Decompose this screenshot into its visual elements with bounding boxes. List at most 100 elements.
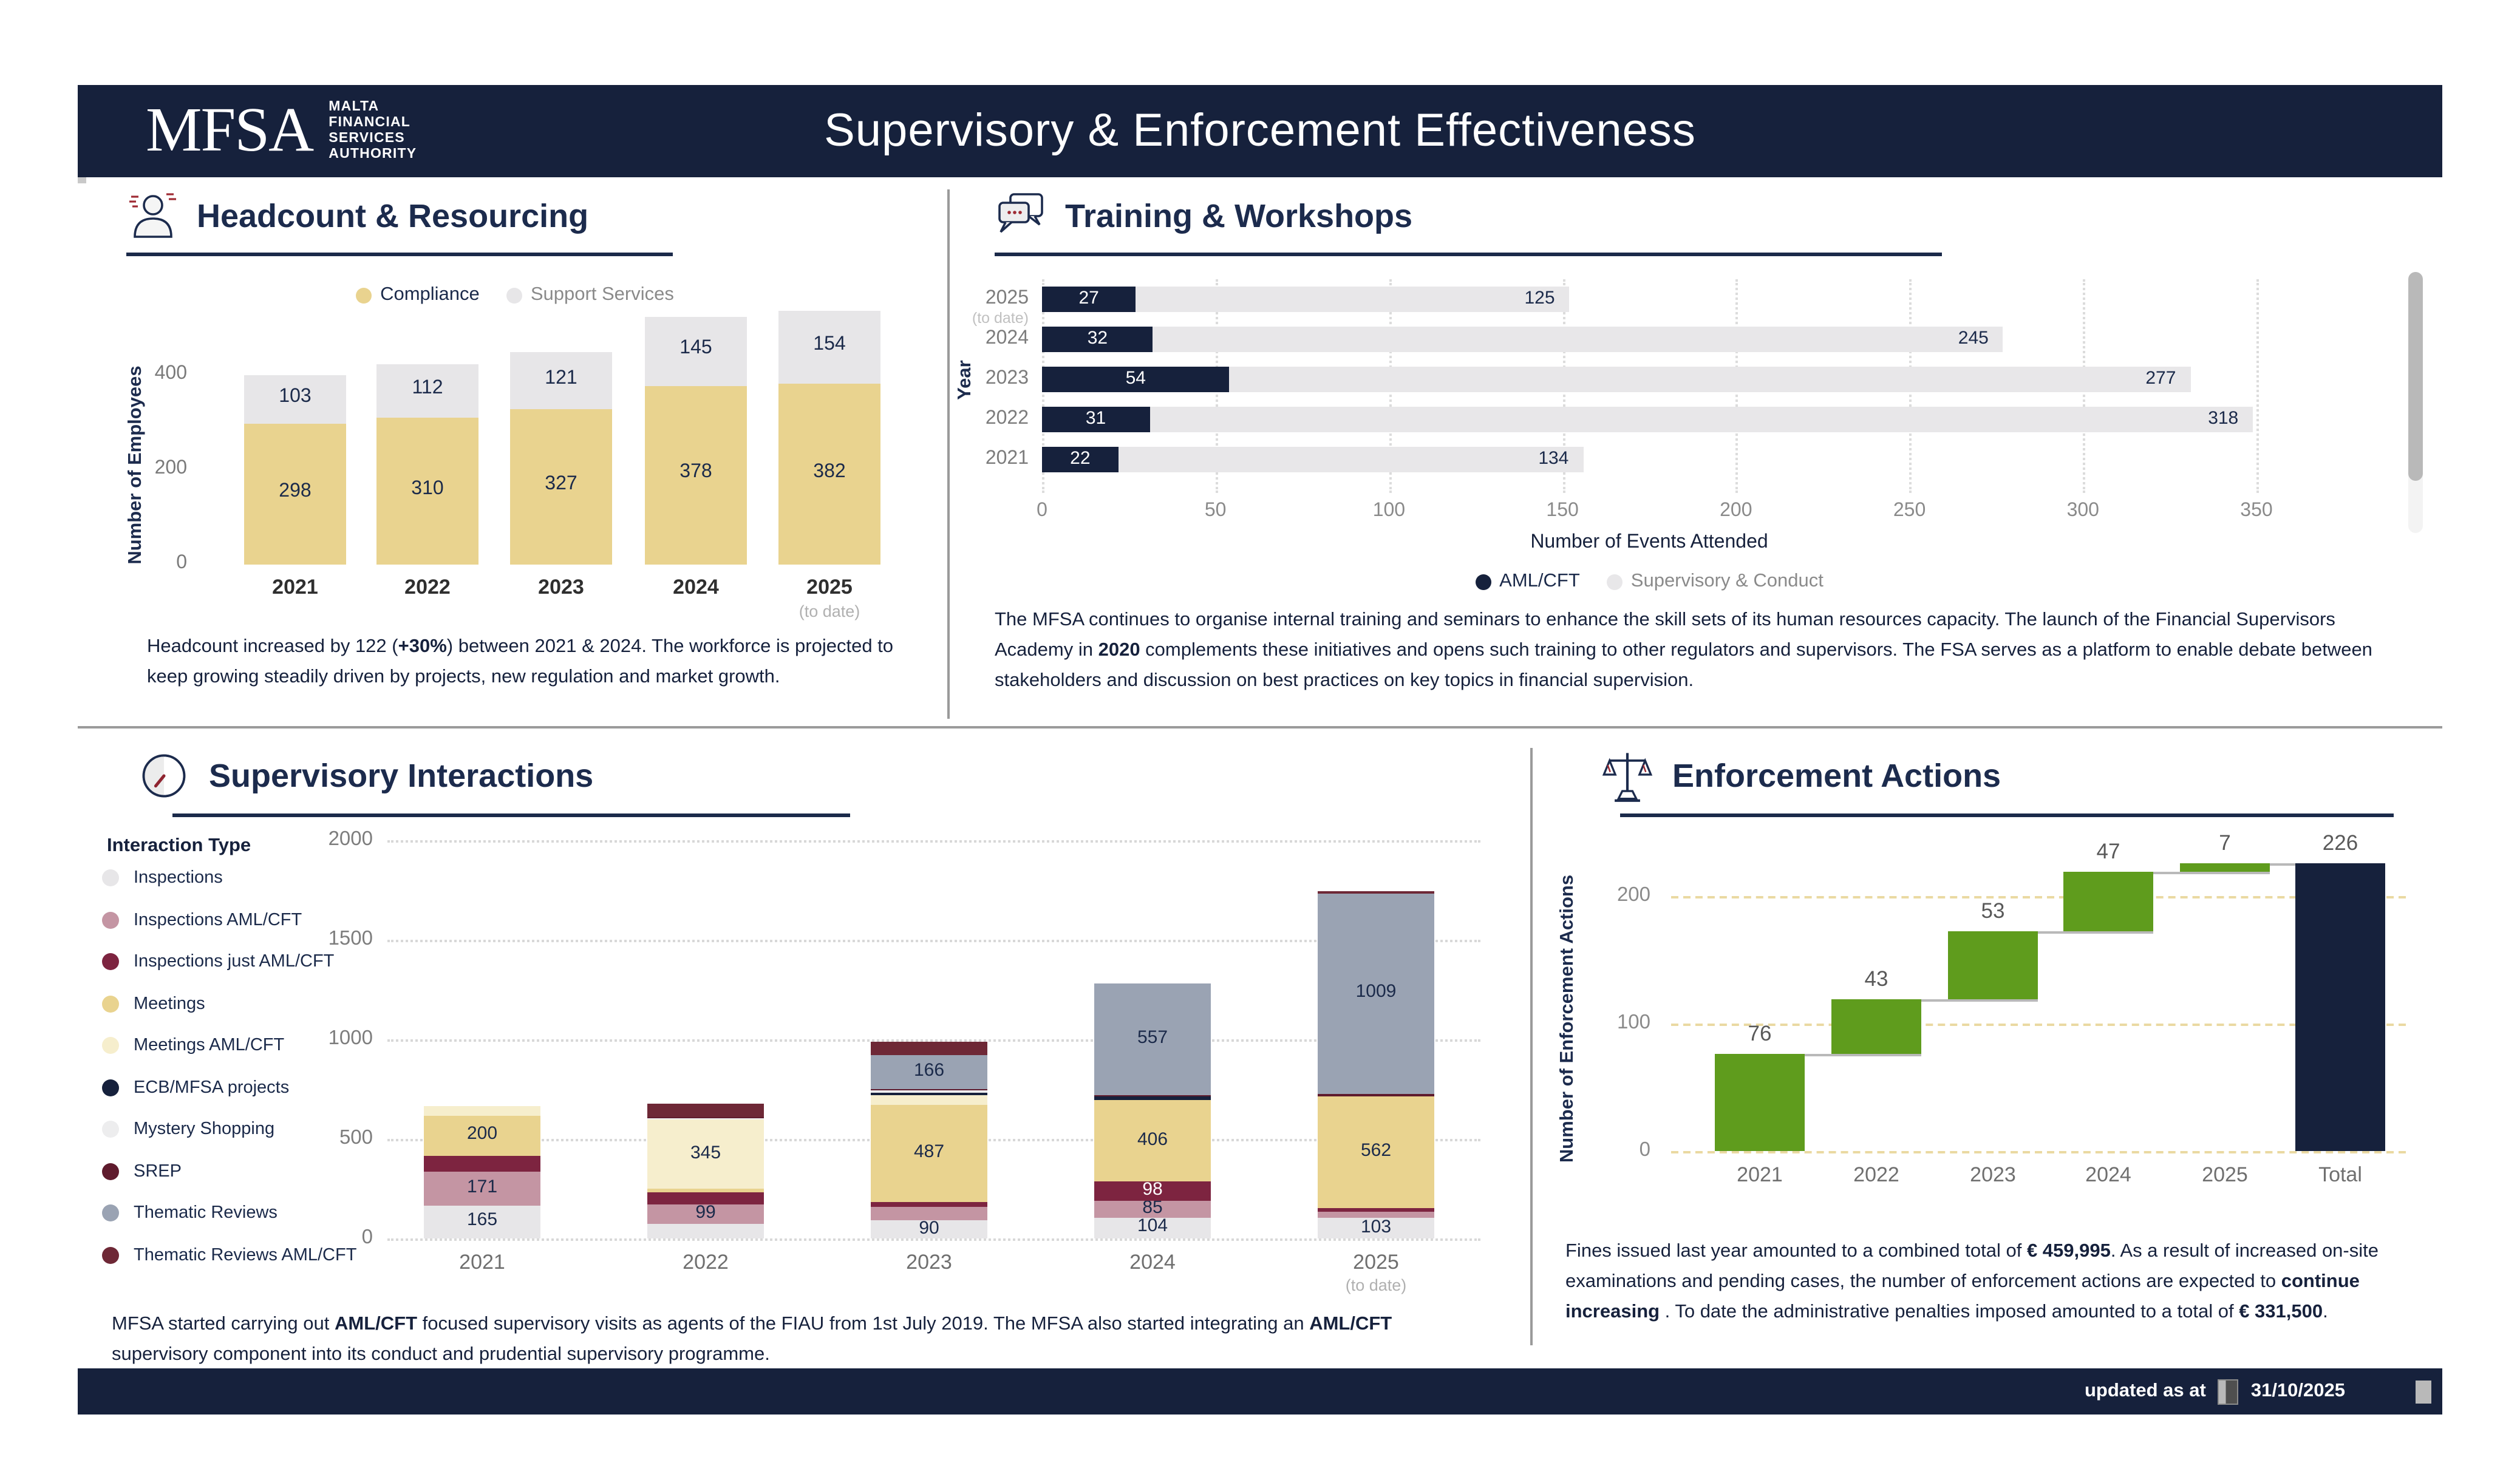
bar-segment[interactable] <box>1094 1095 1211 1097</box>
bar-segment[interactable]: 54 <box>1042 367 1230 392</box>
enforcement-chart: 0 100 200 76 2021 43 2022 53 2023 47 2024 7 2025 226 T… <box>1531 728 2442 1368</box>
bar-segment[interactable]: 112 <box>376 364 478 418</box>
bar-segment[interactable] <box>647 1103 764 1118</box>
bar-segment[interactable] <box>647 1118 764 1120</box>
title-underline <box>126 253 673 256</box>
panel-title: Enforcement Actions <box>1672 757 2001 793</box>
legend-item-compliance[interactable]: Compliance <box>356 284 480 306</box>
bar-segment[interactable] <box>1318 891 1434 894</box>
legend-item-inspections[interactable]: Inspections <box>102 868 223 888</box>
bar-value-label: 121 <box>545 367 577 389</box>
bar-segment[interactable]: 487 <box>871 1104 987 1202</box>
scrollbar-corner[interactable] <box>2416 1380 2431 1403</box>
divider-horizontal <box>78 726 2442 728</box>
panel-title: Headcount & Resourcing <box>197 197 589 234</box>
bar-segment[interactable]: 318 <box>1149 407 2253 432</box>
interactions-note: MFSA started carrying out AML/CFT focuse… <box>112 1314 1392 1365</box>
x-category-label: 2024 <box>1129 1251 1176 1274</box>
bar-segment[interactable]: 154 <box>778 310 880 384</box>
bar-segment[interactable]: 298 <box>244 423 346 565</box>
bar-segment[interactable]: 378 <box>645 385 747 565</box>
waterfall-bar[interactable] <box>2295 863 2385 1151</box>
bar-segment[interactable] <box>871 1201 987 1207</box>
bar-segment[interactable]: 104 <box>1094 1216 1211 1238</box>
bar-segment[interactable]: 27 <box>1042 287 1136 312</box>
bar-value-label: 406 <box>1137 1129 1168 1150</box>
bar-segment[interactable] <box>1318 1207 1434 1212</box>
bar-segment[interactable]: 1009 <box>1318 893 1434 1095</box>
x-tick-label: 50 <box>1204 500 1227 521</box>
y-tick-label: 200 <box>1616 884 1650 906</box>
legend-item-aml-cft[interactable]: AML/CFT <box>1475 571 1580 593</box>
bar-segment[interactable]: 166 <box>871 1055 987 1089</box>
bar-segment[interactable] <box>647 1192 764 1204</box>
legend-item-mystery-shopping[interactable]: Mystery Shopping <box>102 1119 274 1139</box>
bar-segment[interactable]: 22 <box>1042 447 1119 472</box>
bar-segment[interactable]: 327 <box>510 409 612 565</box>
bar-segment[interactable]: 557 <box>1094 983 1211 1095</box>
bar-value-label: 99 <box>695 1202 716 1223</box>
legend-item-support-services[interactable]: Support Services <box>506 284 674 306</box>
legend-item-meetings-aml-cft[interactable]: Meetings AML/CFT <box>102 1036 284 1055</box>
bar-segment[interactable]: 125 <box>1136 287 1570 312</box>
bar-segment[interactable]: 32 <box>1042 327 1153 352</box>
legend-item-meetings[interactable]: Meetings <box>102 994 205 1013</box>
bar-segment[interactable] <box>871 1207 987 1221</box>
bar-segment[interactable]: 277 <box>1229 367 2191 392</box>
bar-segment[interactable]: 134 <box>1118 447 1584 472</box>
bar-segment[interactable] <box>424 1155 540 1172</box>
waterfall-bar[interactable] <box>1948 931 2038 1000</box>
bar-segment[interactable]: 245 <box>1153 327 2003 352</box>
y-tick-label: 500 <box>339 1127 373 1149</box>
legend-item-inspections-just-aml-cft[interactable]: Inspections just AML/CFT <box>102 952 334 971</box>
bar-segment[interactable]: 99 <box>647 1202 764 1224</box>
scrollbar-thumb[interactable] <box>2408 272 2423 481</box>
waterfall-bar[interactable] <box>1715 1054 1805 1151</box>
panel-enforcement: Enforcement Actions Number of Enforcemen… <box>1531 728 2442 1368</box>
bar-segment[interactable]: 121 <box>510 352 612 410</box>
legend-item-ecb-mfsa-projects[interactable]: ECB/MFSA projects <box>102 1078 289 1097</box>
bar-segment[interactable]: 310 <box>376 418 478 565</box>
bar-segment[interactable]: 145 <box>645 317 747 386</box>
bar-segment[interactable] <box>647 1188 764 1192</box>
bar-segment[interactable]: 165 <box>424 1205 540 1238</box>
x-category-suffix: (to date) <box>1345 1276 1407 1294</box>
legend-item-srep[interactable]: SREP <box>102 1161 182 1181</box>
bar-value-label: 1009 <box>1355 981 1397 1002</box>
legend-swatch <box>102 953 119 970</box>
bar-segment[interactable] <box>871 1095 987 1105</box>
bar-segment[interactable] <box>1094 1096 1211 1101</box>
bar-segment[interactable] <box>871 1090 987 1093</box>
bar-segment[interactable]: 382 <box>778 384 880 565</box>
bar-segment[interactable]: 103 <box>244 375 346 424</box>
bar-segment[interactable] <box>871 1092 987 1096</box>
bar-segment[interactable]: 345 <box>647 1119 764 1189</box>
bar-segment[interactable]: 562 <box>1318 1096 1434 1208</box>
bar-segment[interactable] <box>1318 1211 1434 1218</box>
bar-segment[interactable]: 85 <box>1094 1197 1211 1218</box>
bar-segment[interactable]: 98 <box>1094 1179 1211 1201</box>
bar-segment[interactable] <box>424 1106 540 1116</box>
bar-segment[interactable]: 171 <box>424 1171 540 1206</box>
waterfall-bar[interactable] <box>2180 863 2270 872</box>
bar-segment[interactable]: 31 <box>1042 407 1150 432</box>
legend-item-thematic-reviews[interactable]: Thematic Reviews <box>102 1203 278 1223</box>
legend-item-thematic-reviews-aml-cft[interactable]: Thematic Reviews AML/CFT <box>102 1245 356 1265</box>
legend-item-inspections-aml-cft[interactable]: Inspections AML/CFT <box>102 910 302 929</box>
bar-segment[interactable]: 90 <box>871 1217 987 1238</box>
legend-swatch <box>1606 574 1623 589</box>
legend-item-supervisory-conduct[interactable]: Supervisory & Conduct <box>1606 571 1824 593</box>
waterfall-bar[interactable] <box>2063 872 2153 932</box>
bar-segment[interactable] <box>647 1224 764 1238</box>
bar-segment[interactable]: 103 <box>1318 1216 1434 1238</box>
legend-swatch <box>102 1246 119 1263</box>
bar-segment[interactable] <box>871 1089 987 1091</box>
y-tick-mark <box>78 179 86 181</box>
bar-value-label: 103 <box>1360 1216 1392 1237</box>
x-category-label: 2022 <box>1853 1163 1899 1186</box>
bar-segment[interactable]: 200 <box>424 1115 540 1156</box>
bar-segment[interactable]: 406 <box>1094 1100 1211 1181</box>
bar-segment[interactable] <box>1318 1094 1434 1096</box>
waterfall-bar[interactable] <box>1831 999 1921 1055</box>
bar-segment[interactable] <box>871 1042 987 1056</box>
